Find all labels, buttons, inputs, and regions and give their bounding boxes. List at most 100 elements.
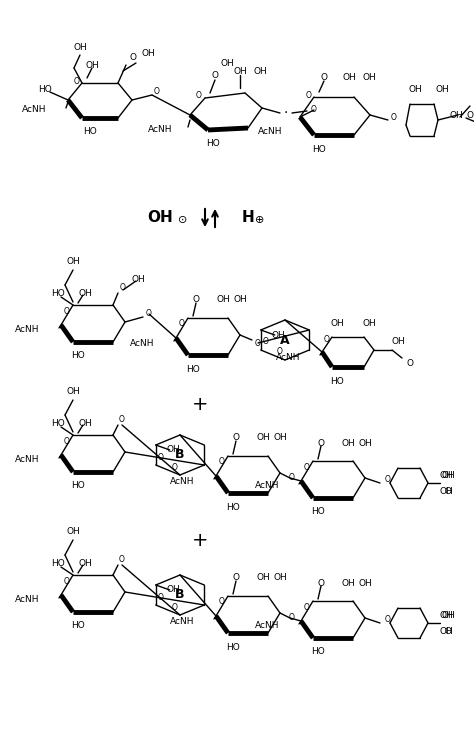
Text: O: O [158,453,164,462]
Text: HO: HO [186,365,200,374]
Text: O: O [391,114,397,123]
Text: ·: · [284,106,288,120]
Text: AcNH: AcNH [255,621,279,630]
Text: OH: OH [342,72,356,81]
Text: O: O [64,577,70,586]
Text: OH: OH [141,48,155,57]
Text: ⊙: ⊙ [178,215,188,225]
Text: OH: OH [233,296,247,305]
Text: HO: HO [71,351,85,360]
Text: OH: OH [439,471,453,480]
Text: O: O [120,283,126,292]
Text: OH: OH [441,611,455,620]
Text: O: O [64,307,70,316]
Text: O: O [219,598,225,607]
Text: O: O [172,462,178,472]
Text: O: O [407,359,413,368]
Text: B: B [175,589,185,602]
Text: HO: HO [311,508,325,517]
Text: OH: OH [435,86,449,95]
Text: HO: HO [51,289,65,298]
Text: AcNH: AcNH [170,477,194,486]
Text: O: O [129,53,137,62]
Text: AcNH: AcNH [147,126,172,135]
Text: HO: HO [71,481,85,490]
Text: HO: HO [206,140,220,148]
Text: OH: OH [441,471,455,480]
Text: OH: OH [273,433,287,442]
Text: AcNH: AcNH [15,326,39,335]
Text: O: O [385,615,391,624]
Text: OH: OH [216,296,230,305]
Text: HO: HO [226,502,240,511]
Text: O: O [119,556,125,565]
Text: O: O [311,105,317,114]
Text: OH: OH [256,574,270,583]
Text: O: O [306,90,312,99]
Text: O: O [385,475,391,484]
Text: OH: OH [66,387,80,396]
Text: AcNH: AcNH [21,105,46,114]
Text: O: O [219,457,225,466]
Text: O: O [255,338,261,347]
Text: O: O [158,593,164,602]
Text: +: + [192,396,208,414]
Text: B: B [175,448,185,462]
Text: +: + [192,530,208,550]
Text: AcNH: AcNH [15,456,39,465]
Text: OH: OH [147,211,173,226]
Text: O: O [263,338,269,347]
Text: AcNH: AcNH [255,481,279,490]
Text: OH: OH [330,319,344,328]
Text: OH: OH [220,59,234,68]
Text: OH: OH [341,578,355,587]
Text: O: O [172,602,178,611]
Text: AcNH: AcNH [129,338,154,347]
Text: HO: HO [51,419,65,427]
Text: O: O [233,574,239,583]
Text: O: O [179,320,185,329]
Text: HO: HO [226,642,240,651]
Text: O: O [289,614,295,623]
Text: O: O [324,335,330,344]
Text: O: O [318,578,325,587]
Text: AcNH: AcNH [15,596,39,605]
Text: O: O [304,602,310,611]
Text: O: O [233,433,239,442]
Text: HO: HO [311,647,325,656]
Text: OH: OH [272,330,286,339]
Text: OH: OH [439,611,453,620]
Text: O: O [445,487,452,496]
Text: HO: HO [83,128,97,137]
Text: O: O [196,90,202,99]
Text: OH: OH [362,319,376,328]
Text: O: O [304,462,310,472]
Text: OH: OH [85,60,99,69]
Text: OH: OH [233,66,247,75]
Text: HO: HO [38,86,52,95]
Text: HO: HO [71,621,85,630]
Text: HO: HO [312,144,326,153]
Text: OH: OH [391,338,405,347]
Text: OH: OH [273,574,287,583]
Text: O: O [445,626,452,635]
Text: OH: OH [78,419,92,427]
Text: O: O [466,111,474,120]
Text: OH: OH [167,586,181,595]
Text: OH: OH [66,257,80,266]
Text: O: O [320,72,328,81]
Text: OH: OH [131,274,145,284]
Text: O: O [64,436,70,445]
Text: OH: OH [73,44,87,53]
Text: OH: OH [439,487,453,496]
Text: HO: HO [330,377,344,386]
Text: OH: OH [78,559,92,568]
Text: OH: OH [256,433,270,442]
Text: OH: OH [253,66,267,75]
Text: HO: HO [51,559,65,568]
Text: OH: OH [439,626,453,635]
Text: OH: OH [78,289,92,298]
Text: O: O [119,416,125,424]
Text: AcNH: AcNH [275,353,300,362]
Text: OH: OH [358,438,372,447]
